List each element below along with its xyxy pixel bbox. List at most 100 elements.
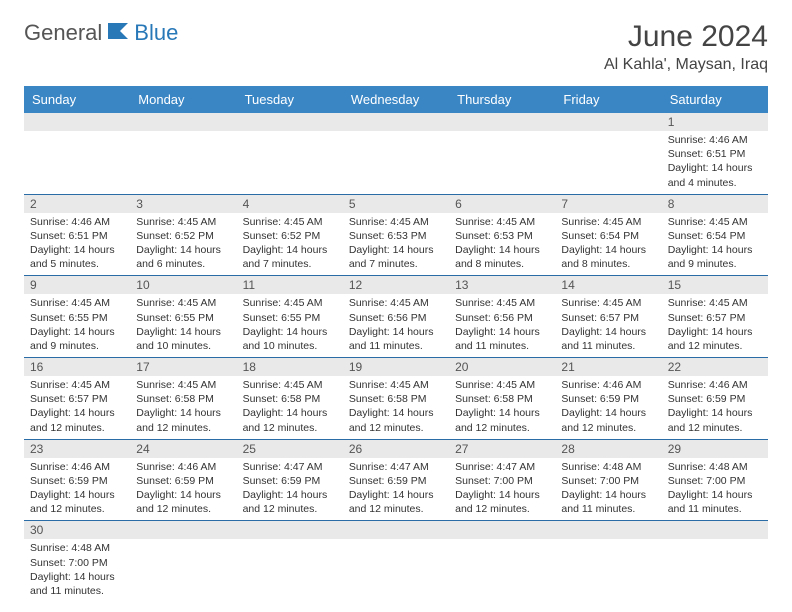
calendar-body: 1Sunrise: 4:46 AMSunset: 6:51 PMDaylight… (24, 113, 768, 602)
day-number: 24 (130, 440, 236, 458)
day-body: Sunrise: 4:48 AMSunset: 7:00 PMDaylight:… (555, 458, 661, 521)
day-body: Sunrise: 4:45 AMSunset: 6:58 PMDaylight:… (130, 376, 236, 439)
day-number: 5 (343, 195, 449, 213)
daylight-text: Daylight: 14 hours and 12 minutes. (561, 406, 655, 434)
daylight-text: Daylight: 14 hours and 7 minutes. (243, 243, 337, 271)
day-number: 22 (662, 358, 768, 376)
month-title: June 2024 (604, 20, 768, 54)
sunrise-text: Sunrise: 4:46 AM (668, 133, 762, 147)
day-number: 1 (662, 113, 768, 131)
sunset-text: Sunset: 6:59 PM (668, 392, 762, 406)
day-number: 27 (449, 440, 555, 458)
calendar-cell: 26Sunrise: 4:47 AMSunset: 6:59 PMDayligh… (343, 439, 449, 521)
flag-icon (106, 21, 132, 46)
calendar-cell: 18Sunrise: 4:45 AMSunset: 6:58 PMDayligh… (237, 358, 343, 440)
calendar-cell: 3Sunrise: 4:45 AMSunset: 6:52 PMDaylight… (130, 194, 236, 276)
calendar-cell: 11Sunrise: 4:45 AMSunset: 6:55 PMDayligh… (237, 276, 343, 358)
day-number: 23 (24, 440, 130, 458)
logo-text-blue: Blue (134, 20, 178, 46)
day-number (555, 521, 661, 539)
day-number (343, 521, 449, 539)
calendar-cell (449, 113, 555, 194)
calendar-cell: 7Sunrise: 4:45 AMSunset: 6:54 PMDaylight… (555, 194, 661, 276)
calendar-cell: 30Sunrise: 4:48 AMSunset: 7:00 PMDayligh… (24, 521, 130, 602)
calendar-cell: 1Sunrise: 4:46 AMSunset: 6:51 PMDaylight… (662, 113, 768, 194)
day-number: 18 (237, 358, 343, 376)
calendar-cell: 24Sunrise: 4:46 AMSunset: 6:59 PMDayligh… (130, 439, 236, 521)
calendar-cell: 2Sunrise: 4:46 AMSunset: 6:51 PMDaylight… (24, 194, 130, 276)
daylight-text: Daylight: 14 hours and 11 minutes. (349, 325, 443, 353)
calendar-cell: 28Sunrise: 4:48 AMSunset: 7:00 PMDayligh… (555, 439, 661, 521)
sunrise-text: Sunrise: 4:45 AM (136, 215, 230, 229)
calendar-cell: 23Sunrise: 4:46 AMSunset: 6:59 PMDayligh… (24, 439, 130, 521)
weekday-header: Sunday (24, 86, 130, 113)
day-body: Sunrise: 4:45 AMSunset: 6:53 PMDaylight:… (343, 213, 449, 276)
calendar-cell: 12Sunrise: 4:45 AMSunset: 6:56 PMDayligh… (343, 276, 449, 358)
day-number: 7 (555, 195, 661, 213)
day-body: Sunrise: 4:45 AMSunset: 6:55 PMDaylight:… (130, 294, 236, 357)
day-body: Sunrise: 4:45 AMSunset: 6:57 PMDaylight:… (555, 294, 661, 357)
calendar-cell: 4Sunrise: 4:45 AMSunset: 6:52 PMDaylight… (237, 194, 343, 276)
day-body: Sunrise: 4:45 AMSunset: 6:56 PMDaylight:… (449, 294, 555, 357)
daylight-text: Daylight: 14 hours and 11 minutes. (30, 570, 124, 598)
daylight-text: Daylight: 14 hours and 12 minutes. (243, 406, 337, 434)
day-body: Sunrise: 4:46 AMSunset: 6:51 PMDaylight:… (662, 131, 768, 194)
calendar-cell: 22Sunrise: 4:46 AMSunset: 6:59 PMDayligh… (662, 358, 768, 440)
day-number: 16 (24, 358, 130, 376)
sunset-text: Sunset: 6:51 PM (30, 229, 124, 243)
day-body: Sunrise: 4:45 AMSunset: 6:54 PMDaylight:… (555, 213, 661, 276)
calendar-table: SundayMondayTuesdayWednesdayThursdayFrid… (24, 86, 768, 602)
day-number: 20 (449, 358, 555, 376)
location: Al Kahla', Maysan, Iraq (604, 56, 768, 74)
day-body: Sunrise: 4:45 AMSunset: 6:52 PMDaylight:… (237, 213, 343, 276)
day-body: Sunrise: 4:45 AMSunset: 6:53 PMDaylight:… (449, 213, 555, 276)
weekday-header: Wednesday (343, 86, 449, 113)
daylight-text: Daylight: 14 hours and 12 minutes. (455, 488, 549, 516)
sunset-text: Sunset: 7:00 PM (455, 474, 549, 488)
daylight-text: Daylight: 14 hours and 12 minutes. (243, 488, 337, 516)
sunset-text: Sunset: 6:55 PM (30, 311, 124, 325)
daylight-text: Daylight: 14 hours and 9 minutes. (30, 325, 124, 353)
calendar-cell: 27Sunrise: 4:47 AMSunset: 7:00 PMDayligh… (449, 439, 555, 521)
calendar-week: 23Sunrise: 4:46 AMSunset: 6:59 PMDayligh… (24, 439, 768, 521)
sunset-text: Sunset: 7:00 PM (30, 556, 124, 570)
daylight-text: Daylight: 14 hours and 10 minutes. (136, 325, 230, 353)
day-number: 13 (449, 276, 555, 294)
day-body: Sunrise: 4:45 AMSunset: 6:52 PMDaylight:… (130, 213, 236, 276)
day-number: 8 (662, 195, 768, 213)
day-body (130, 539, 236, 597)
sunset-text: Sunset: 6:53 PM (349, 229, 443, 243)
sunset-text: Sunset: 6:55 PM (136, 311, 230, 325)
calendar-cell (237, 521, 343, 602)
sunset-text: Sunset: 6:52 PM (243, 229, 337, 243)
sunrise-text: Sunrise: 4:46 AM (668, 378, 762, 392)
sunrise-text: Sunrise: 4:46 AM (136, 460, 230, 474)
day-number (130, 521, 236, 539)
sunset-text: Sunset: 6:54 PM (561, 229, 655, 243)
day-number (449, 521, 555, 539)
day-body: Sunrise: 4:47 AMSunset: 6:59 PMDaylight:… (343, 458, 449, 521)
sunset-text: Sunset: 6:56 PM (455, 311, 549, 325)
daylight-text: Daylight: 14 hours and 6 minutes. (136, 243, 230, 271)
day-body: Sunrise: 4:47 AMSunset: 6:59 PMDaylight:… (237, 458, 343, 521)
calendar-cell: 5Sunrise: 4:45 AMSunset: 6:53 PMDaylight… (343, 194, 449, 276)
sunrise-text: Sunrise: 4:45 AM (561, 296, 655, 310)
day-number: 2 (24, 195, 130, 213)
logo-text-general: General (24, 20, 102, 46)
calendar-cell (343, 521, 449, 602)
sunrise-text: Sunrise: 4:45 AM (243, 296, 337, 310)
day-body: Sunrise: 4:46 AMSunset: 6:59 PMDaylight:… (555, 376, 661, 439)
day-body: Sunrise: 4:46 AMSunset: 6:59 PMDaylight:… (24, 458, 130, 521)
day-number: 17 (130, 358, 236, 376)
sunrise-text: Sunrise: 4:45 AM (30, 296, 124, 310)
sunrise-text: Sunrise: 4:47 AM (243, 460, 337, 474)
day-number: 21 (555, 358, 661, 376)
day-number (555, 113, 661, 131)
day-number: 25 (237, 440, 343, 458)
calendar-week: 2Sunrise: 4:46 AMSunset: 6:51 PMDaylight… (24, 194, 768, 276)
sunset-text: Sunset: 6:57 PM (668, 311, 762, 325)
daylight-text: Daylight: 14 hours and 12 minutes. (30, 406, 124, 434)
day-number: 11 (237, 276, 343, 294)
day-body (555, 131, 661, 189)
daylight-text: Daylight: 14 hours and 11 minutes. (668, 488, 762, 516)
